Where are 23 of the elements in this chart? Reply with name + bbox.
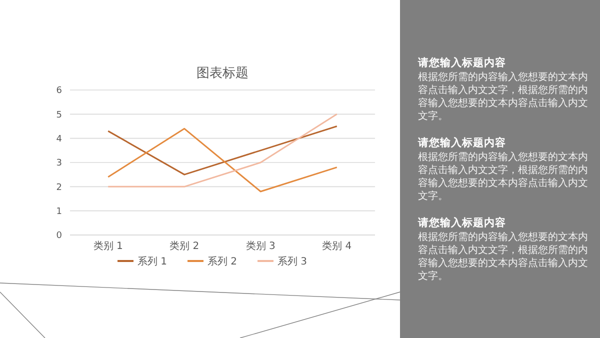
text: 根据您所需的内容输入您想要的文本内容点击输入内文文字，根据您所需的内容输入您想要的文本内容点击输入内文文字。	[418, 151, 588, 202]
legend-label: 系列 3	[278, 256, 308, 268]
x-tick-label: 类别 4	[322, 240, 352, 252]
y-tick-label: 0	[56, 231, 62, 242]
x-tick-label: 类别 3	[246, 240, 276, 252]
y-tick-label: 5	[56, 110, 62, 120]
line-series	[107, 128, 338, 192]
text: 请您输入标题内容	[417, 136, 506, 149]
y-tick-label: 4	[56, 134, 62, 144]
legend-label: 系列 2	[208, 256, 238, 268]
y-tick-label: 1	[56, 206, 62, 217]
y-tick-label: 3	[56, 158, 62, 169]
text: 根据您所需的内容输入您想要的文本内容点击输入内文文字，根据您所需的内容输入您想要的文本内容点击输入内文文字。	[418, 231, 588, 282]
y-tick-label: 6	[56, 86, 62, 96]
line-series	[107, 126, 338, 176]
y-tick-label: 2	[56, 182, 62, 193]
x-tick-label: 类别 2	[170, 240, 200, 252]
x-tick-label: 类别 1	[93, 240, 123, 252]
chart-title: 图表标题	[196, 66, 248, 81]
text: 请您输入标题内容	[417, 56, 506, 69]
legend-label: 系列 1	[138, 256, 168, 268]
text: 根据您所需的内容输入您想要的文本内容点击输入内文文字，根据您所需的内容输入您想要的文本内容点击输入内文文字。	[418, 71, 588, 122]
text: 请您输入标题内容	[417, 216, 506, 229]
